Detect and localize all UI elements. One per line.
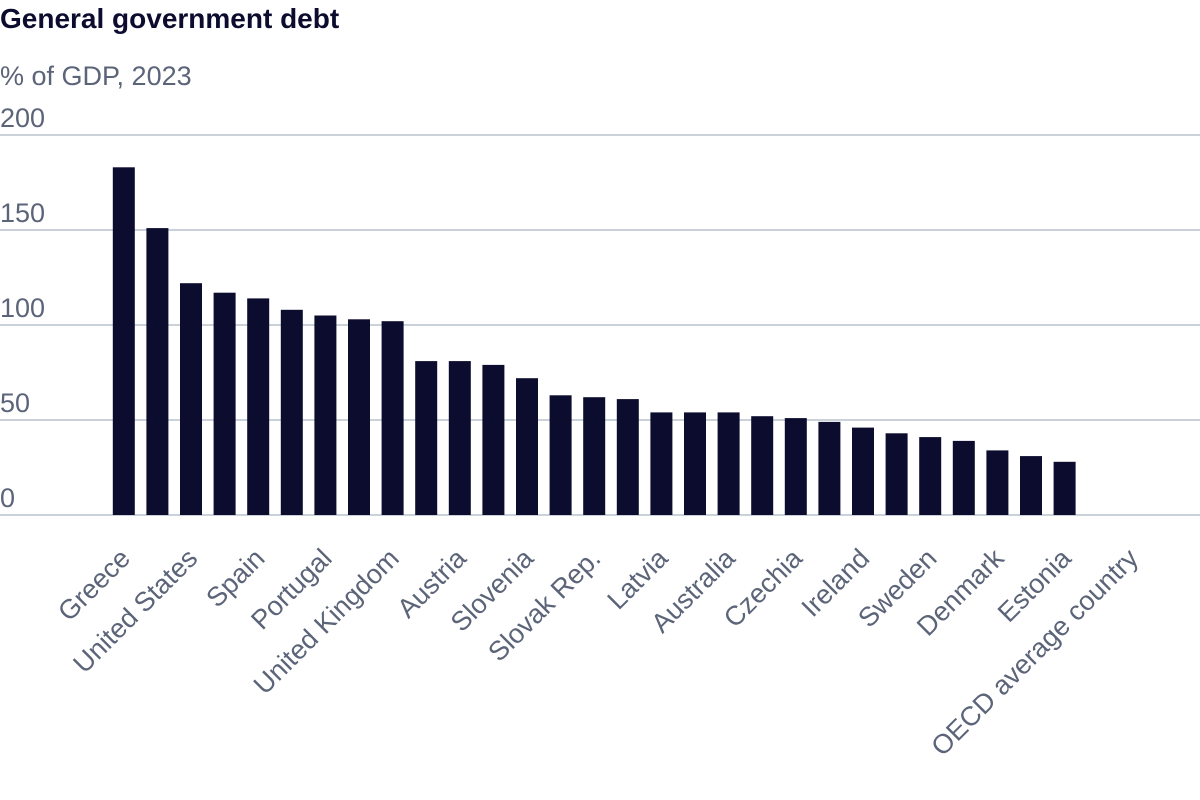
bar (415, 361, 438, 515)
bar (280, 309, 303, 515)
bar (1053, 461, 1076, 515)
y-tick-label: 150 (0, 198, 45, 228)
y-tick-label: 50 (0, 388, 30, 418)
bar (1020, 456, 1042, 515)
bar (616, 399, 639, 515)
bar (818, 421, 841, 515)
bar (348, 319, 370, 515)
bar (583, 397, 606, 515)
bar (381, 321, 404, 515)
y-tick-label: 0 (0, 483, 15, 513)
chart-subtitle: % of GDP, 2023 (0, 61, 192, 91)
bar (751, 416, 774, 515)
bar (112, 167, 135, 516)
bar (146, 228, 169, 515)
bar (885, 433, 908, 515)
chart-title: General government debt (0, 3, 339, 34)
bar (448, 361, 471, 515)
bar (784, 418, 807, 515)
bar (952, 440, 975, 515)
bar (213, 292, 236, 515)
bar (482, 364, 505, 515)
bar (919, 437, 942, 515)
bar (717, 412, 740, 515)
bar (684, 412, 706, 515)
bar (852, 427, 874, 515)
bar (549, 395, 572, 515)
bar (247, 298, 270, 515)
y-tick-label: 100 (0, 293, 45, 323)
bar (516, 378, 538, 515)
bar (986, 450, 1009, 515)
bar (180, 283, 202, 515)
y-tick-label: 200 (0, 103, 45, 133)
bar (314, 315, 337, 515)
bar (650, 412, 673, 515)
